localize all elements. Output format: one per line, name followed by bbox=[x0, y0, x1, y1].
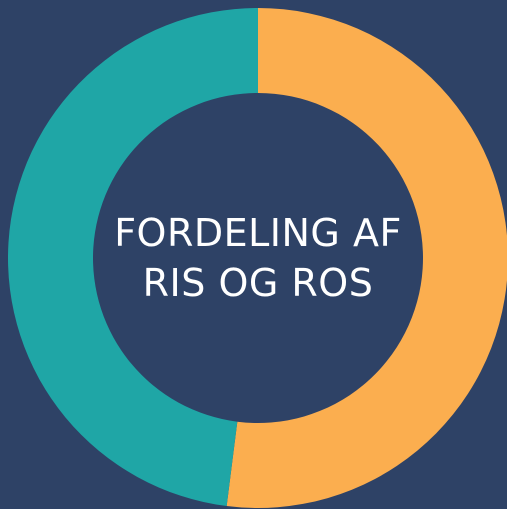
donut-segment bbox=[7, 7, 258, 507]
donut-segment bbox=[226, 8, 507, 508]
chart-title: FORDELING AF RIS OG ROS bbox=[114, 211, 402, 305]
